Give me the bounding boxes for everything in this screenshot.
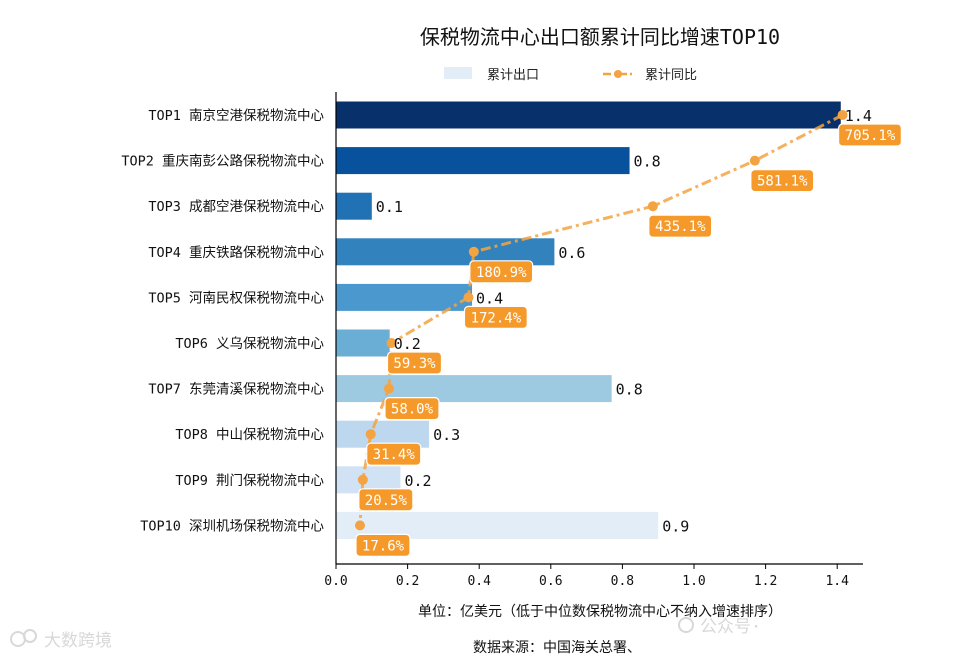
line-layer: 705.1% 581.1% 435.1% 180.9% 172.4% 59.3% 58.0%… — [354, 110, 902, 558]
rate-label-box — [463, 305, 528, 329]
rate-marker — [837, 110, 848, 120]
source-note: 数据来源：中国海关总署、 — [473, 640, 641, 656]
x-tick-label: 1.4 — [825, 574, 849, 589]
bar — [336, 147, 630, 175]
bar-value-label: 0.8 — [616, 381, 643, 399]
x-ticks: 0.0 0.2 0.4 0.6 0.8 1.0 1.2 1.4 — [324, 564, 849, 589]
watermark-right: 公众号· — [678, 617, 761, 637]
rate-label: 20.5% — [365, 493, 408, 509]
category-label: TOP1 南京空港保税物流中心 — [148, 108, 324, 124]
category-label: TOP3 成都空港保税物流中心 — [148, 199, 324, 215]
rate-marker — [749, 155, 760, 166]
bar-value-label: 0.4 — [476, 289, 503, 307]
rate-label: 180.9% — [476, 265, 527, 281]
category-label: TOP2 重庆南彭公路保税物流中心 — [121, 154, 324, 170]
rate-label-box — [358, 488, 414, 512]
rate-label-box — [384, 397, 440, 421]
bar — [336, 192, 372, 220]
x-tick-label: 0.2 — [396, 574, 419, 589]
category-label: TOP7 东莞清溪保税物流中心 — [148, 382, 324, 398]
rate-label: 31.4% — [373, 447, 416, 463]
rate-marker — [365, 429, 376, 440]
rate-marker — [468, 246, 479, 257]
wechat-watermark-icon — [678, 617, 694, 633]
bar — [336, 329, 390, 357]
bars-layer — [336, 101, 841, 539]
rate-label-box — [648, 214, 713, 238]
rate-label-box — [750, 169, 815, 193]
legend-line-marker — [614, 70, 622, 78]
bar-value-label: 0.2 — [394, 335, 421, 353]
bar-value-label: 0.2 — [404, 472, 431, 490]
bar-value-label: 0.1 — [376, 198, 403, 216]
rate-marker — [383, 383, 394, 394]
legend-bar-label: 累计出口 — [487, 68, 539, 83]
legend: 累计出口 累计同比 — [444, 67, 697, 83]
x-tick-label: 0.6 — [539, 574, 562, 589]
bar — [336, 283, 473, 311]
bar-value-label: 1.4 — [845, 107, 872, 125]
category-label: TOP8 中山保税物流中心 — [175, 427, 324, 443]
bar-value-label: 0.9 — [662, 517, 689, 535]
x-tick-label: 0.0 — [324, 574, 347, 589]
bar — [336, 101, 841, 129]
rate-marker — [357, 474, 368, 485]
rate-label: 17.6% — [362, 538, 405, 554]
rate-label-box — [386, 351, 443, 375]
bar-value-label: 0.6 — [558, 244, 585, 262]
rate-label: 58.0% — [391, 402, 434, 418]
watermark-left: 大数跨境 — [10, 629, 112, 651]
x-axis-label: 单位：亿美元（低于中位数保税物流中心不纳入增速排序） — [418, 604, 782, 620]
watermark-right-text: 公众号· — [700, 617, 761, 637]
x-tick-label: 1.0 — [682, 574, 705, 589]
rate-label: 581.1% — [757, 174, 808, 190]
x-tick-label: 0.4 — [467, 574, 491, 589]
bar-value-label: 0.3 — [433, 426, 460, 444]
x-tick-label: 1.2 — [754, 574, 777, 589]
rate-label-box — [366, 442, 422, 466]
rate-label-box — [837, 123, 902, 147]
x-tick-label: 0.8 — [611, 574, 634, 589]
wechat-icon — [10, 631, 26, 647]
watermark-left-text: 大数跨境 — [44, 631, 112, 651]
rate-marker — [354, 520, 365, 531]
rate-marker — [386, 338, 397, 348]
category-label: TOP10 深圳机场保税物流中心 — [140, 518, 324, 534]
rate-label: 172.4% — [471, 310, 522, 326]
rate-marker — [647, 201, 658, 212]
category-label: TOP5 河南民权保税物流中心 — [148, 289, 324, 306]
bar-value-label: 0.8 — [634, 153, 661, 171]
rate-label: 705.1% — [845, 128, 896, 144]
rate-label: 59.3% — [393, 356, 436, 372]
category-label: TOP9 荆门保税物流中心 — [175, 473, 324, 489]
legend-line-label: 累计同比 — [645, 68, 697, 83]
category-label: TOP6 义乌保税物流中心 — [175, 336, 324, 352]
chart-title: 保税物流中心出口额累计同比增速TOP10 — [420, 25, 780, 49]
rate-label-box — [469, 260, 534, 284]
rate-label-box — [355, 533, 411, 558]
labels-layer: TOP1 南京空港保税物流中心 1.4 TOP2 重庆南彭公路保税物流中心 0.8 TO… — [121, 107, 872, 535]
wechat-icon-2 — [23, 629, 37, 643]
legend-bar-swatch — [444, 67, 472, 79]
rate-label: 435.1% — [655, 219, 706, 235]
bar — [336, 375, 612, 403]
rate-line — [358, 113, 844, 526]
rate-marker — [463, 292, 474, 303]
category-label: TOP4 重庆铁路保税物流中心 — [148, 245, 324, 261]
